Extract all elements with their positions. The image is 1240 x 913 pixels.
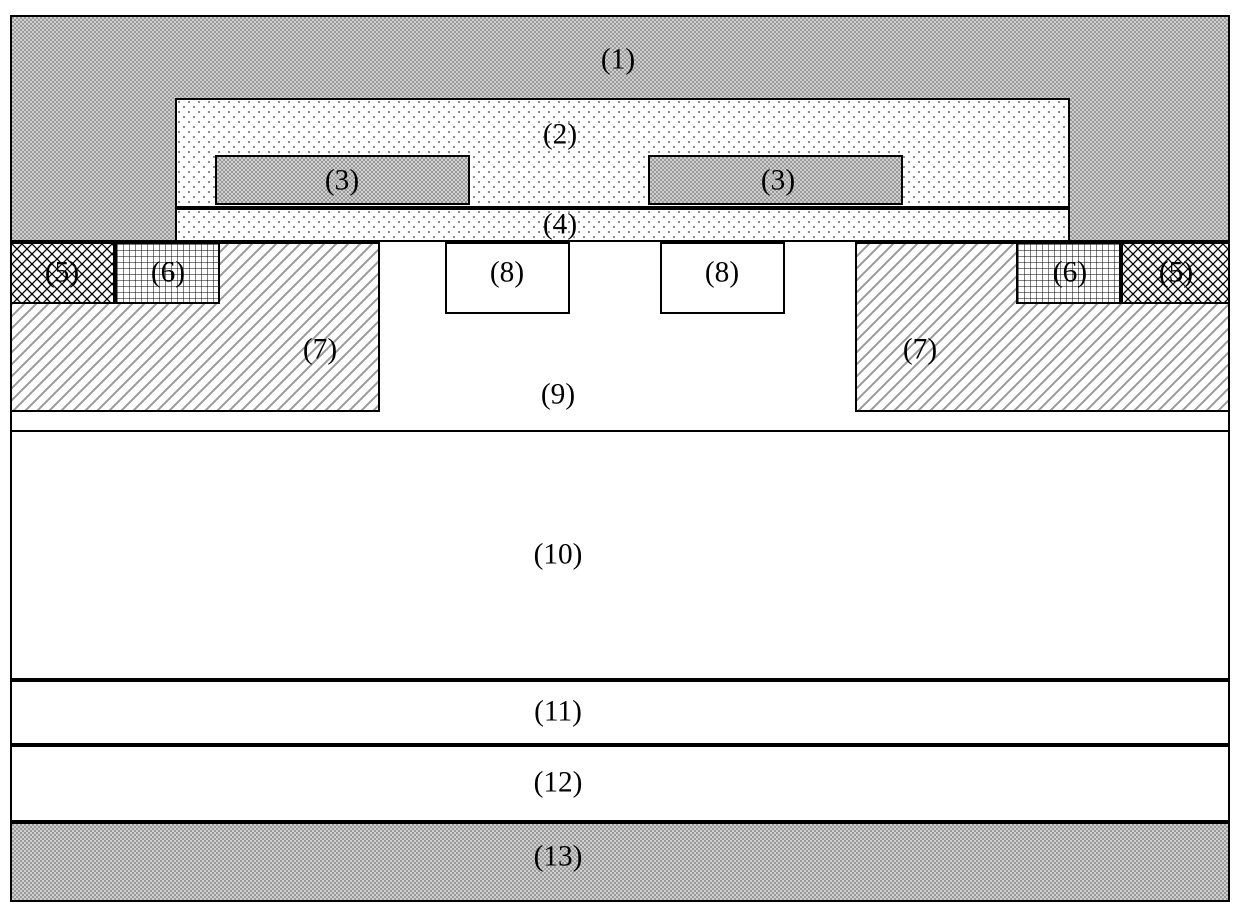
region-10 [10,430,1230,680]
region-12 [10,745,1230,822]
region-13 [10,822,1230,902]
region-8L [445,242,570,314]
region-6R [1016,242,1121,304]
region-11 [10,680,1230,745]
region-5L [10,242,115,304]
region-3L [215,155,470,205]
region-6L [115,242,220,304]
region-8R [660,242,785,314]
region-4 [175,208,1070,242]
region-5R [1121,242,1230,304]
region-3R [648,155,903,205]
